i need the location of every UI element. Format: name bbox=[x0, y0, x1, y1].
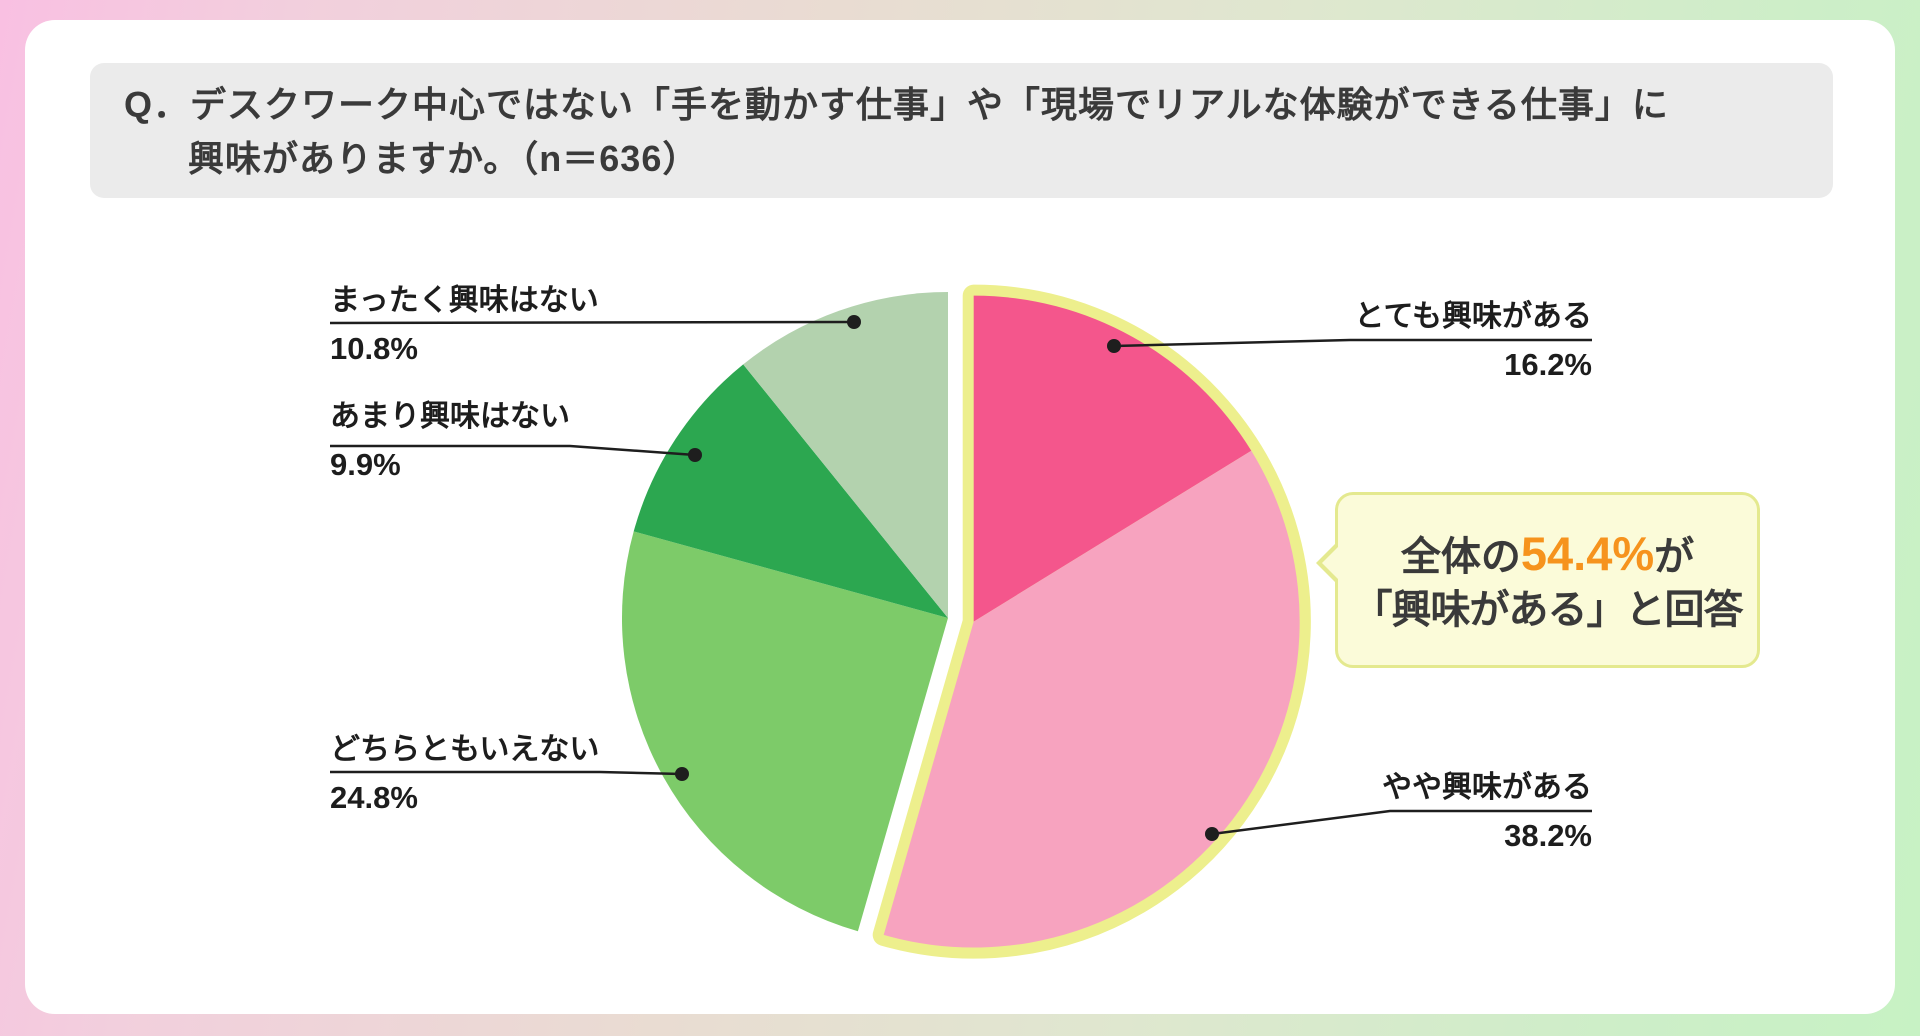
leader-dot bbox=[1107, 339, 1121, 353]
pie-slice-3 bbox=[633, 364, 948, 618]
leader-dot bbox=[675, 767, 689, 781]
question-line1-row: Q．デスクワーク中心ではない「手を動かす仕事」や「現場でリアルな体験ができる仕事… bbox=[124, 78, 1813, 132]
question-box: Q．デスクワーク中心ではない「手を動かす仕事」や「現場でリアルな体験ができる仕事… bbox=[90, 63, 1833, 198]
leader-dot bbox=[1205, 827, 1219, 841]
pie-label-name: やや興味がある bbox=[1382, 771, 1592, 804]
leader-dot bbox=[847, 315, 861, 329]
callout-text-after: が bbox=[1654, 535, 1695, 580]
pie-label-mattaku: まったく興味はない 10.8% bbox=[330, 284, 599, 364]
callout-bubble: 全体の54.4%が 「興味がある」と回答 bbox=[1316, 492, 1760, 668]
pie-label-yaya: やや興味がある 38.2% bbox=[1382, 771, 1592, 851]
callout-line2: 「興味がある」と回答 bbox=[1352, 587, 1744, 632]
pie-slice-0 bbox=[973, 295, 1252, 622]
pie-label-name: あまり興味はない bbox=[330, 400, 570, 433]
pie-label-amari: あまり興味はない 9.9% bbox=[330, 400, 570, 480]
leader-line bbox=[329, 320, 855, 325]
pie-label-pct: 16.2% bbox=[1504, 347, 1592, 382]
pie-slice-2 bbox=[621, 531, 948, 932]
pie-label-pct: 10.8% bbox=[330, 331, 418, 366]
callout-text-before: 全体の bbox=[1400, 535, 1521, 580]
pie-label-name: どちらともいえない bbox=[330, 733, 600, 766]
pie-label-pct: 38.2% bbox=[1504, 818, 1592, 853]
question-line2: 興味がありますか。（n＝636） bbox=[188, 138, 700, 179]
callout-line1: 全体の54.4%が bbox=[1401, 528, 1694, 580]
leader-line bbox=[330, 444, 696, 457]
pie-label-name: まったく興味はない bbox=[330, 284, 599, 317]
leader-line bbox=[1113, 338, 1592, 348]
callout-highlight: 54.4% bbox=[1520, 527, 1655, 581]
leader-dot bbox=[688, 448, 702, 462]
pie-slice-1 bbox=[883, 450, 1300, 948]
pie-label-dochira: どちらともいえない 24.8% bbox=[330, 733, 599, 813]
pie-label-totemo: とても興味がある 16.2% bbox=[1354, 300, 1592, 380]
leader-line bbox=[330, 770, 683, 776]
question-line1: デスクワーク中心ではない「手を動かす仕事」や「現場でリアルな体験ができる仕事」に bbox=[190, 84, 1669, 125]
question-prefix: Q． bbox=[124, 84, 191, 125]
pie-label-pct: 24.8% bbox=[330, 780, 418, 815]
callout-tail bbox=[1316, 541, 1339, 585]
pie-slice-4 bbox=[743, 292, 948, 618]
leader-line bbox=[1211, 809, 1592, 836]
pie-label-name: とても興味がある bbox=[1354, 300, 1592, 333]
pie-label-pct: 9.9% bbox=[330, 447, 401, 482]
